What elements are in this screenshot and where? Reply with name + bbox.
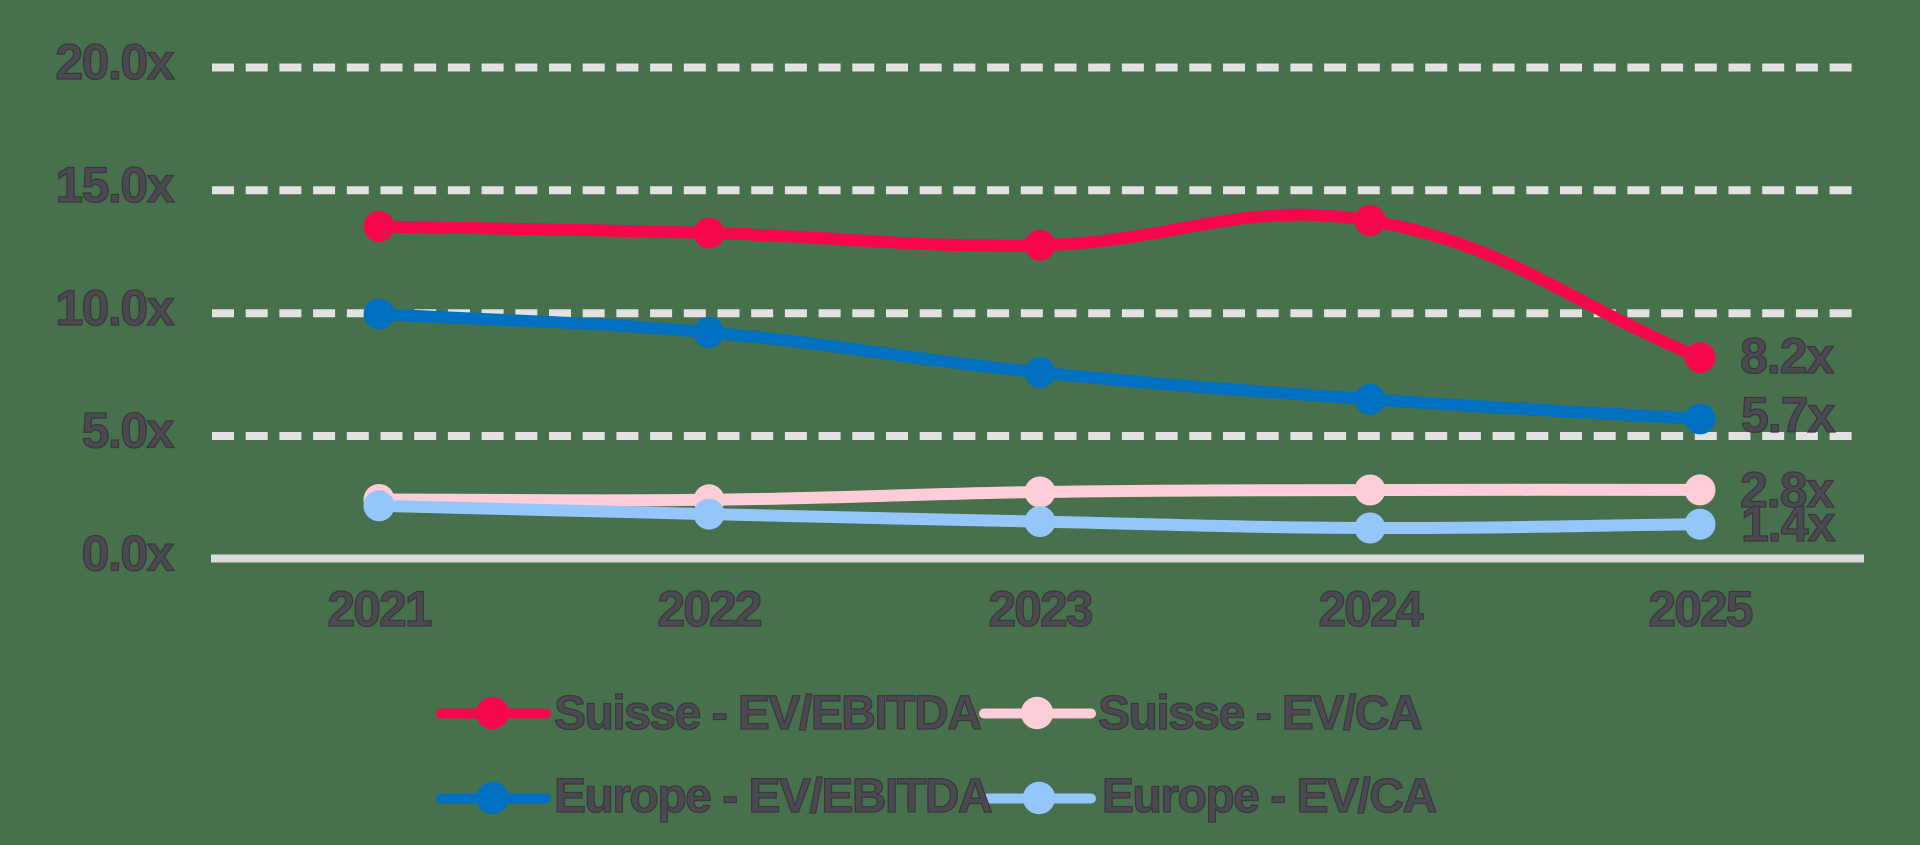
svg-text:2022: 2022	[657, 581, 760, 637]
svg-text:2023: 2023	[988, 581, 1091, 637]
svg-text:5.7x: 5.7x	[1741, 387, 1836, 443]
svg-text:1.4x: 1.4x	[1741, 496, 1836, 552]
svg-text:20.0x: 20.0x	[55, 34, 174, 90]
svg-text:2024: 2024	[1318, 581, 1423, 637]
svg-text:Suisse - EV/EBITDA: Suisse - EV/EBITDA	[554, 687, 981, 740]
svg-text:10.0x: 10.0x	[55, 280, 174, 336]
svg-text:Europe - EV/CA: Europe - EV/CA	[1102, 770, 1437, 823]
svg-text:2025: 2025	[1648, 581, 1752, 637]
svg-text:15.0x: 15.0x	[55, 157, 174, 213]
svg-text:2021: 2021	[327, 581, 431, 637]
svg-text:Suisse - EV/CA: Suisse - EV/CA	[1098, 687, 1422, 740]
svg-text:0.0x: 0.0x	[82, 526, 175, 582]
svg-text:5.0x: 5.0x	[82, 403, 175, 459]
svg-text:2.8x: 2.8x	[1740, 462, 1835, 518]
svg-text:Europe - EV/EBITDA: Europe - EV/EBITDA	[554, 770, 992, 823]
svg-text:8.2x: 8.2x	[1740, 328, 1835, 384]
